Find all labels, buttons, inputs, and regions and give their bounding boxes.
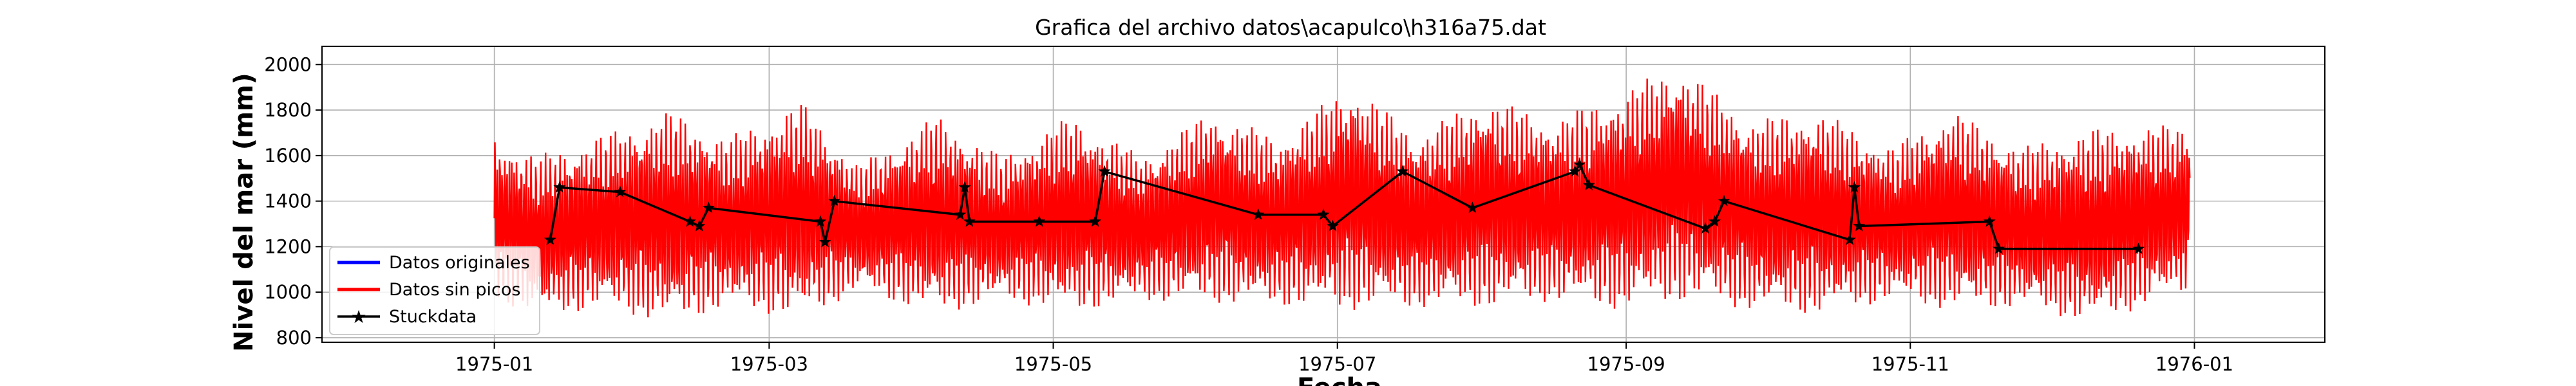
stuckdata-point (1718, 194, 1730, 207)
stuckdata-point (1582, 178, 1595, 190)
stuckdata-point (828, 194, 841, 207)
x-axis-label: Fecha (1297, 373, 1382, 386)
y-tick-label: 1600 (264, 145, 312, 167)
stuckdata-point (1317, 208, 1330, 220)
x-axis-label-group: Fecha (1297, 373, 1382, 386)
y-tick-label: 800 (276, 327, 312, 349)
x-tick-label: 1975-07 (1298, 353, 1376, 375)
stuckdata-point (1098, 165, 1111, 177)
plot-layer (493, 78, 2191, 318)
stuckdata-point (1327, 219, 1339, 232)
x-tick-label: 1975-05 (1014, 353, 1092, 375)
legend-star-stuck: ★ (350, 306, 366, 327)
stuckdata-point (2132, 242, 2145, 254)
stuckdata-point (1699, 222, 1712, 234)
x-tick-label: 1975-01 (455, 353, 533, 375)
x-tick-label: 1975-11 (1871, 353, 1949, 375)
legend-label-stuck: Stuckdata (389, 307, 477, 327)
x-tick-label: 1976-01 (2155, 353, 2233, 375)
tick-layer: 1975-01 1975-03 1975-05 1975-07 1975-09 1975-… (264, 53, 2233, 375)
stuckdata-point (1709, 215, 1721, 227)
stuckdata-point (683, 215, 696, 227)
y-axis-label: Nivel del mar (mm) (229, 73, 259, 352)
stuckdata-point (1993, 242, 2005, 254)
y-tick-label: 1800 (264, 99, 312, 121)
stuckdata-point (614, 185, 627, 198)
y-tick-label: 1000 (264, 281, 312, 303)
stuckdata-point (1983, 215, 1996, 227)
stuckdata-point (1569, 165, 1582, 177)
stuck-layer (544, 158, 2145, 254)
stuckdata-point (954, 208, 967, 220)
stuckdata-point (1033, 215, 1046, 227)
stuckdata-point (1252, 208, 1265, 220)
stuckdata-point (1853, 219, 1866, 232)
stuckdata-point (1089, 215, 1102, 227)
legend: Datos originales Datos sin picos ★ Stuck… (329, 246, 540, 335)
series-line-stuckdata (549, 162, 2139, 250)
y-tick-label: 2000 (264, 53, 312, 75)
stuckdata-point (819, 235, 831, 248)
x-tick-label: 1975-03 (730, 353, 808, 375)
y-tick-label: 1400 (264, 190, 312, 212)
stuckdata-point (814, 215, 827, 227)
stuckdata-point (693, 219, 706, 232)
legend-label-original: Datos originales (389, 253, 530, 273)
stuckdata-point (1843, 233, 1856, 245)
legend-box (329, 246, 540, 335)
chart-title: Grafica del archivo datos\acapulco\h316a… (1035, 15, 1546, 40)
stuckdata-point (963, 215, 976, 227)
series-line-datos-sin-picos (493, 78, 2191, 318)
stuckdata-point (1396, 165, 1409, 177)
stuckdata-point (958, 181, 971, 193)
plot-frame (321, 46, 2325, 343)
x-tick-label: 1975-09 (1587, 353, 1665, 375)
stuckdata-point (1848, 181, 1861, 193)
stuckdata-point (702, 201, 715, 214)
stuckdata-point (544, 233, 556, 245)
stuckdata-point (1466, 201, 1479, 214)
stuckdata-point (553, 181, 566, 193)
legend-label-clean: Datos sin picos (389, 280, 520, 300)
y-tick-label: 1200 (264, 235, 312, 257)
stuckdata-point (1573, 158, 1586, 170)
